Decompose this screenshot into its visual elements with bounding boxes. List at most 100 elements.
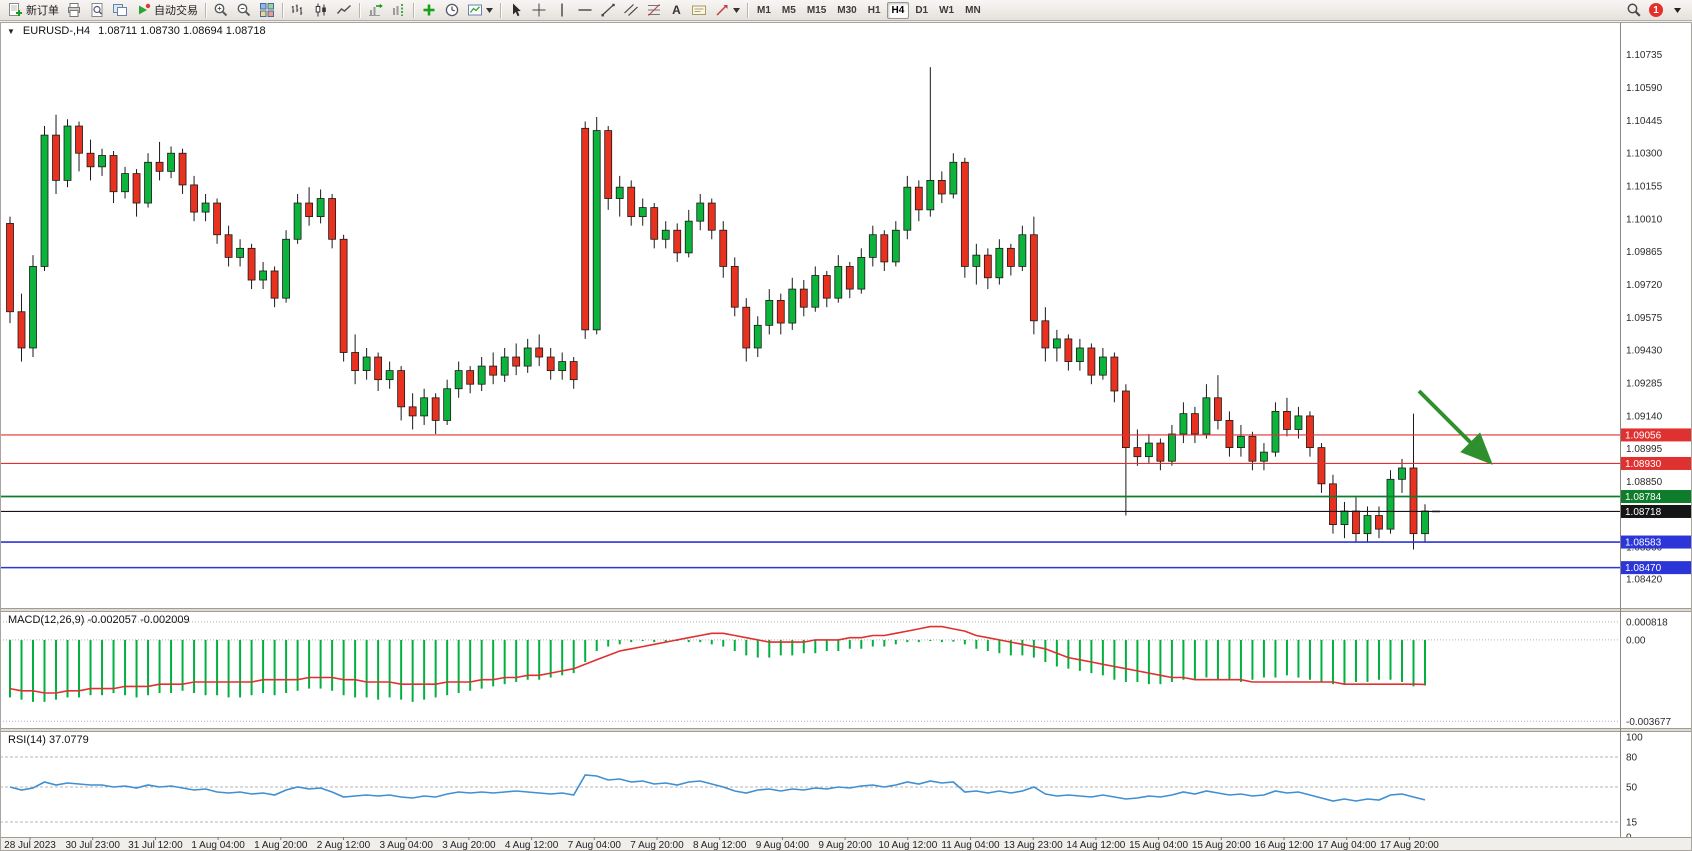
timeframe-w1-button[interactable]: W1 [934, 2, 959, 19]
timeframe-m5-button[interactable]: M5 [777, 2, 801, 19]
price-level-1.09056[interactable]: 1.09056 [0, 428, 1691, 442]
svg-text:1.10010: 1.10010 [1626, 214, 1663, 225]
print-preview-button[interactable] [86, 1, 108, 20]
svg-text:1.09720: 1.09720 [1626, 280, 1663, 291]
svg-text:7 Aug 20:00: 7 Aug 20:00 [630, 840, 684, 851]
toolbar-separator [500, 2, 501, 18]
svg-text:17 Aug 20:00: 17 Aug 20:00 [1380, 840, 1439, 851]
toolbar-separator [205, 2, 206, 18]
zoom-in-icon [214, 3, 228, 17]
svg-text:-0.003677: -0.003677 [1626, 717, 1671, 728]
crosshair-icon [532, 3, 546, 17]
svg-text:0.000818: 0.000818 [1626, 617, 1668, 628]
time-axis[interactable]: 28 Jul 2023 30 Jul 23:00 31 Jul 12:00 1 Aug… [0, 837, 1692, 851]
arrow-shape-icon [716, 5, 728, 16]
tile-windows-button[interactable] [256, 1, 278, 20]
timeframe-m15-button[interactable]: M15 [802, 2, 831, 19]
equidistant-channel-icon [624, 4, 638, 16]
divider-main-macd[interactable] [0, 608, 1692, 612]
svg-text:1.08850: 1.08850 [1626, 477, 1663, 488]
text-tool-button[interactable]: A [666, 1, 687, 20]
templates-button[interactable] [464, 1, 496, 20]
line-chart-type-button[interactable] [333, 1, 355, 20]
price-level-1.08583[interactable]: 1.08583 [0, 535, 1691, 549]
svg-text:16 Aug 12:00: 16 Aug 12:00 [1255, 840, 1314, 851]
svg-text:15 Aug 20:00: 15 Aug 20:00 [1192, 840, 1251, 851]
auto-scroll-button[interactable] [364, 1, 386, 20]
chart-window[interactable]: 1.10735 1.10590 1.10445 1.10300 1.10155 1.100… [0, 22, 1692, 851]
search-button[interactable] [1623, 1, 1645, 20]
toolbar-overflow-button[interactable] [1667, 1, 1688, 20]
tile-windows-icon [260, 3, 274, 17]
notification-badge[interactable]: 1 [1649, 3, 1663, 17]
divider-macd-rsi[interactable] [0, 728, 1692, 732]
svg-text:1.09865: 1.09865 [1626, 247, 1663, 258]
auto-trading-icon [139, 3, 151, 15]
arrows-tool-button[interactable] [711, 1, 743, 20]
svg-text:15 Aug 04:00: 15 Aug 04:00 [1129, 840, 1188, 851]
label-tool-button[interactable] [688, 1, 710, 20]
crosshair-tool-button[interactable] [528, 1, 550, 20]
chart-window-button[interactable] [109, 1, 131, 20]
svg-text:14 Aug 12:00: 14 Aug 12:00 [1066, 840, 1125, 851]
svg-text:1.08995: 1.08995 [1626, 444, 1663, 455]
price-axis[interactable]: 1.10735 1.10590 1.10445 1.10300 1.10155 1.100… [1626, 50, 1663, 585]
price-level-1.08718[interactable]: 1.08718 [0, 504, 1691, 518]
indicators-button[interactable] [418, 1, 440, 20]
toolbar-separator [747, 2, 748, 18]
vertical-line-tool-button[interactable] [551, 1, 573, 20]
macd-panel: 0.000818 0.00 -0.003677 [0, 617, 1671, 728]
timeframe-h4-button[interactable]: H4 [886, 1, 910, 19]
timeframe-m30-button[interactable]: M30 [832, 2, 861, 19]
cursor-tool-button[interactable] [505, 1, 527, 20]
svg-text:1.09056: 1.09056 [1625, 430, 1662, 441]
toolbar-separator [359, 2, 360, 18]
trend-arrow-annotation[interactable] [1417, 389, 1493, 465]
text-label-icon [692, 5, 706, 15]
periods-button[interactable] [441, 1, 463, 20]
price-level-1.08784[interactable]: 1.08784 [0, 490, 1691, 504]
cursor-icon [513, 3, 521, 17]
print-button[interactable] [63, 1, 85, 20]
candlesticks [6, 67, 1429, 550]
auto-scroll-icon [369, 3, 383, 16]
print-preview-icon [91, 3, 103, 17]
horizontal-line-tool-button[interactable] [574, 1, 596, 20]
bar-chart-type-button[interactable] [287, 1, 309, 20]
svg-text:8 Aug 12:00: 8 Aug 12:00 [693, 840, 747, 851]
svg-text:11 Aug 04:00: 11 Aug 04:00 [941, 840, 1000, 851]
fibonacci-tool-button[interactable] [643, 1, 665, 20]
svg-text:17 Aug 04:00: 17 Aug 04:00 [1317, 840, 1376, 851]
svg-text:1.09285: 1.09285 [1626, 379, 1663, 390]
svg-text:1 Aug 04:00: 1 Aug 04:00 [191, 840, 245, 851]
svg-text:1.09430: 1.09430 [1626, 346, 1663, 357]
zoom-out-button[interactable] [233, 1, 255, 20]
svg-text:2 Aug 12:00: 2 Aug 12:00 [317, 840, 371, 851]
svg-text:1.09140: 1.09140 [1626, 411, 1663, 422]
timeframe-h1-button[interactable]: H1 [863, 2, 886, 19]
svg-text:15: 15 [1626, 818, 1638, 829]
chevron-down-icon [733, 7, 740, 13]
rsi-panel: 1008050150 [0, 733, 1643, 844]
svg-text:13 Aug 23:00: 13 Aug 23:00 [1004, 840, 1063, 851]
chevron-down-icon [486, 7, 493, 13]
channel-tool-button[interactable] [620, 1, 642, 20]
timeframe-d1-button[interactable]: D1 [910, 2, 933, 19]
chart-background [0, 22, 1692, 851]
price-level-1.08930[interactable]: 1.08930 [0, 456, 1691, 470]
timeframe-m1-button[interactable]: M1 [752, 2, 776, 19]
price-level-1.08470[interactable]: 1.08470 [0, 561, 1691, 575]
trendline-tool-button[interactable] [597, 1, 619, 20]
bar-chart-type-icon [291, 4, 303, 15]
new-order-button[interactable]: 新订单 [4, 1, 62, 20]
candlestick-type-button[interactable] [310, 1, 332, 20]
toolbar: 新订单 自动交易 [0, 0, 1692, 21]
chart-canvas[interactable]: 1.10735 1.10590 1.10445 1.10300 1.10155 1.100… [0, 22, 1692, 851]
horizontal-line-icon [578, 9, 592, 11]
auto-trading-button[interactable]: 自动交易 [132, 1, 201, 20]
svg-text:4 Aug 12:00: 4 Aug 12:00 [505, 840, 559, 851]
timeframe-mn-button[interactable]: MN [960, 2, 986, 19]
zoom-in-button[interactable] [210, 1, 232, 20]
chart-shift-button[interactable] [387, 1, 409, 20]
clock-icon [445, 3, 459, 17]
